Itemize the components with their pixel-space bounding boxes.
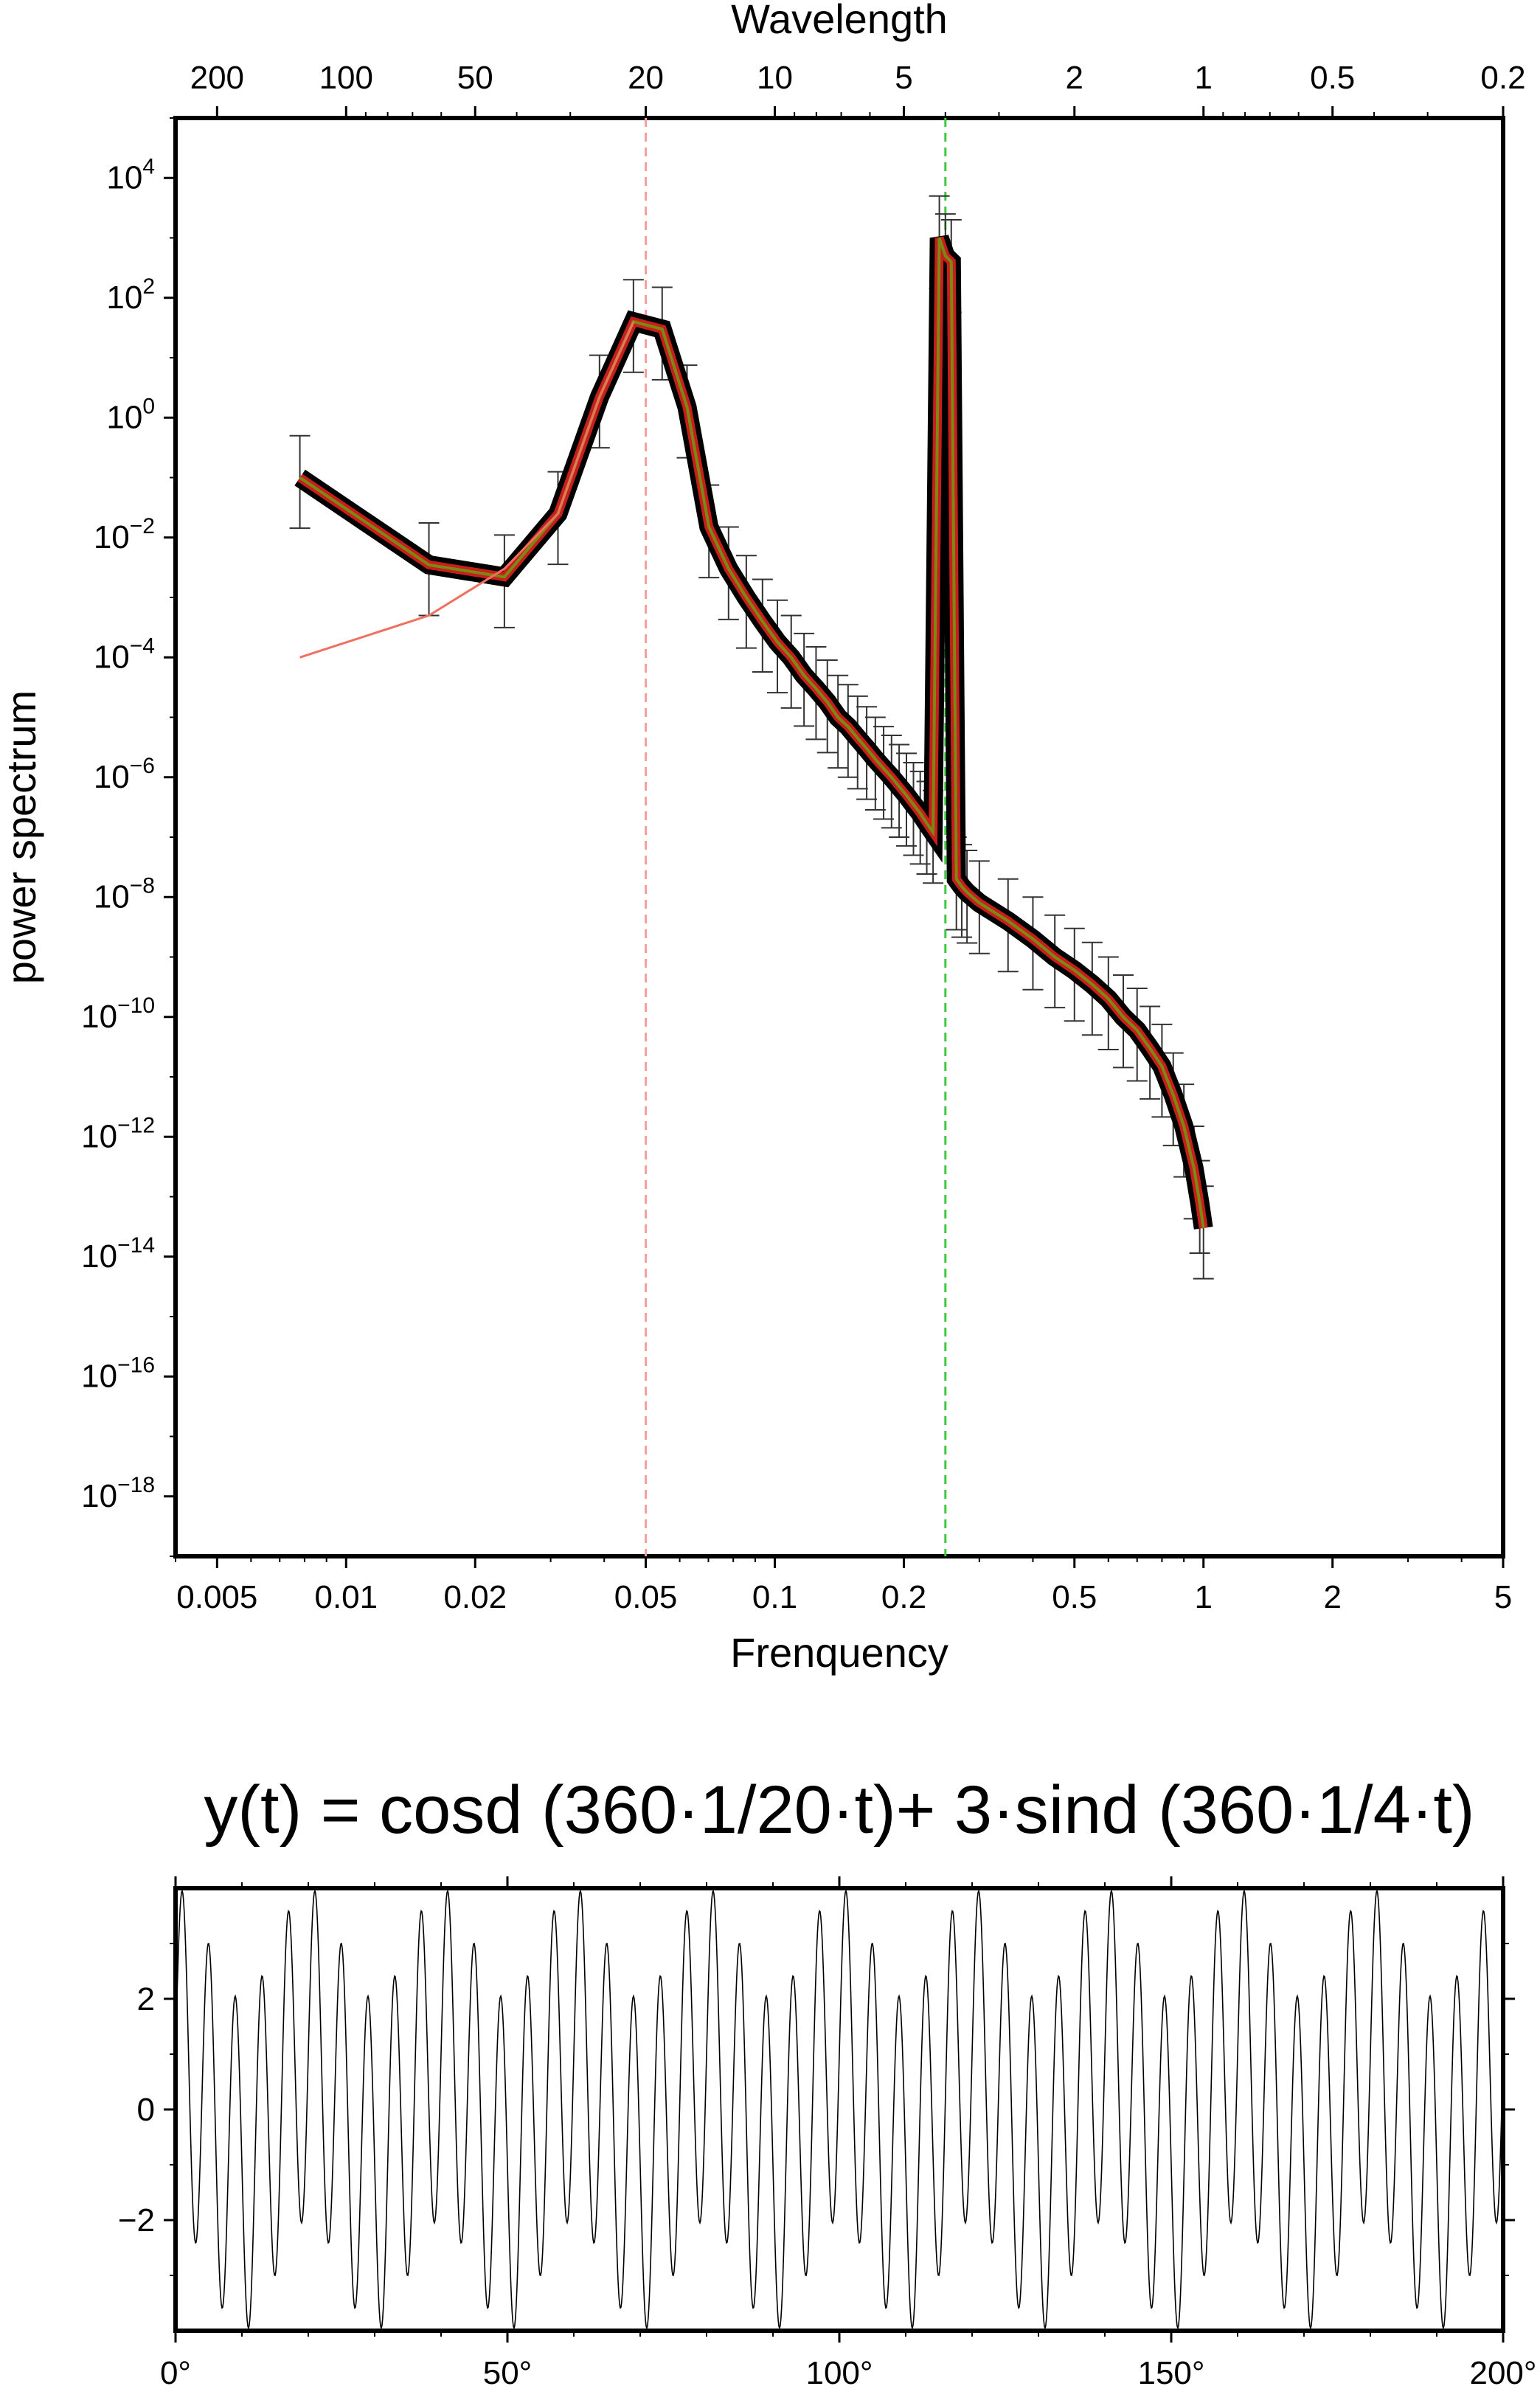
signal-x-tick-label: 0° [160, 2355, 191, 2389]
signal-y-tick-label: −2 [118, 2202, 155, 2239]
x2-tick-label: 0.5 [1310, 60, 1355, 96]
signal-x-tick-label: 50° [483, 2355, 533, 2389]
y-tick-label: 104 [106, 154, 155, 195]
x2-tick-label: 200 [190, 60, 244, 96]
frequency-ticks: 0.005 0.01 0.02 0.05 0.1 0.2 0.5 1 2 5 [175, 1556, 1512, 1615]
x-tick-label: 0.02 [443, 1579, 507, 1615]
signal-x-tick-label: 150° [1137, 2355, 1204, 2389]
wavelength-ticks: 200 100 50 20 10 5 2 1 0.5 0.2 [190, 60, 1526, 118]
y-tick-label: 100 [106, 394, 155, 435]
signal-title: y(t) = cosd (360·1/20·t)+ 3·sind (360·1/… [204, 1772, 1474, 1848]
x-tick-label: 0.005 [176, 1579, 257, 1615]
spectrum-panel: 0.005 0.01 0.02 0.05 0.1 0.2 0.5 1 2 5 200 100 50 20… [0, 0, 1526, 1676]
signal-panel: y(t) = cosd (360·1/20·t)+ 3·sind (360·1/… [118, 1772, 1537, 2389]
x-tick-label: 0.2 [881, 1579, 926, 1615]
x2-tick-label: 5 [895, 60, 912, 96]
x-tick-label: 0.05 [614, 1579, 678, 1615]
y-tick-label: 10−2 [94, 514, 155, 555]
signal-y-ticks: 2 0 −2 [118, 1943, 1515, 2276]
x2-tick-label: 100 [319, 60, 373, 96]
spectrum-plot-frame [173, 116, 1505, 1558]
y-tick-label: 10−6 [94, 754, 155, 795]
power-ticks: 104 102 100 10−2 10−4 10−6 10−8 10−10 10−12 10−14… [81, 117, 176, 1557]
x-tick-label: 0.1 [752, 1579, 797, 1615]
y-tick-label: 10−4 [94, 634, 155, 675]
x-axis-title: Frenquency [730, 1629, 948, 1676]
x2-tick-label: 10 [757, 60, 793, 96]
signal-line [175, 1889, 1504, 2330]
y-tick-label: 10−12 [81, 1113, 155, 1154]
x2-tick-label: 50 [457, 60, 493, 96]
y-axis-title: power spectrum [0, 690, 44, 984]
spectrum-line-inner [299, 237, 1205, 1229]
y-tick-label: 10−10 [81, 994, 155, 1035]
signal-x-ticks: 0° 50° 100° 150° 200° [160, 1876, 1537, 2389]
y-tick-label: 10−18 [81, 1473, 155, 1514]
x2-tick-label: 0.2 [1480, 60, 1525, 96]
x2-axis-title: Wavelength [731, 0, 948, 42]
x-tick-label: 5 [1494, 1579, 1512, 1615]
spectrum-series [294, 235, 1213, 1230]
x2-tick-label: 2 [1066, 60, 1083, 96]
spectrum-line-thin [299, 321, 635, 659]
y-tick-label: 102 [106, 274, 155, 316]
x2-tick-label: 1 [1194, 60, 1212, 96]
signal-x-tick-label: 200° [1469, 2355, 1536, 2389]
signal-x-tick-label: 100° [805, 2355, 873, 2389]
y-tick-label: 10−8 [94, 873, 155, 915]
x-tick-label: 0.01 [314, 1579, 378, 1615]
signal-y-tick-label: 2 [137, 1981, 155, 2017]
x-tick-label: 0.5 [1052, 1579, 1097, 1615]
x-tick-label: 2 [1323, 1579, 1341, 1615]
signal-plot-frame [173, 1886, 1505, 2333]
signal-y-tick-label: 0 [137, 2092, 155, 2128]
y-tick-label: 10−14 [81, 1233, 155, 1275]
x-tick-label: 1 [1194, 1579, 1212, 1615]
x2-tick-label: 20 [628, 60, 664, 96]
signal-series [175, 1889, 1504, 2330]
y-tick-label: 10−16 [81, 1353, 155, 1394]
